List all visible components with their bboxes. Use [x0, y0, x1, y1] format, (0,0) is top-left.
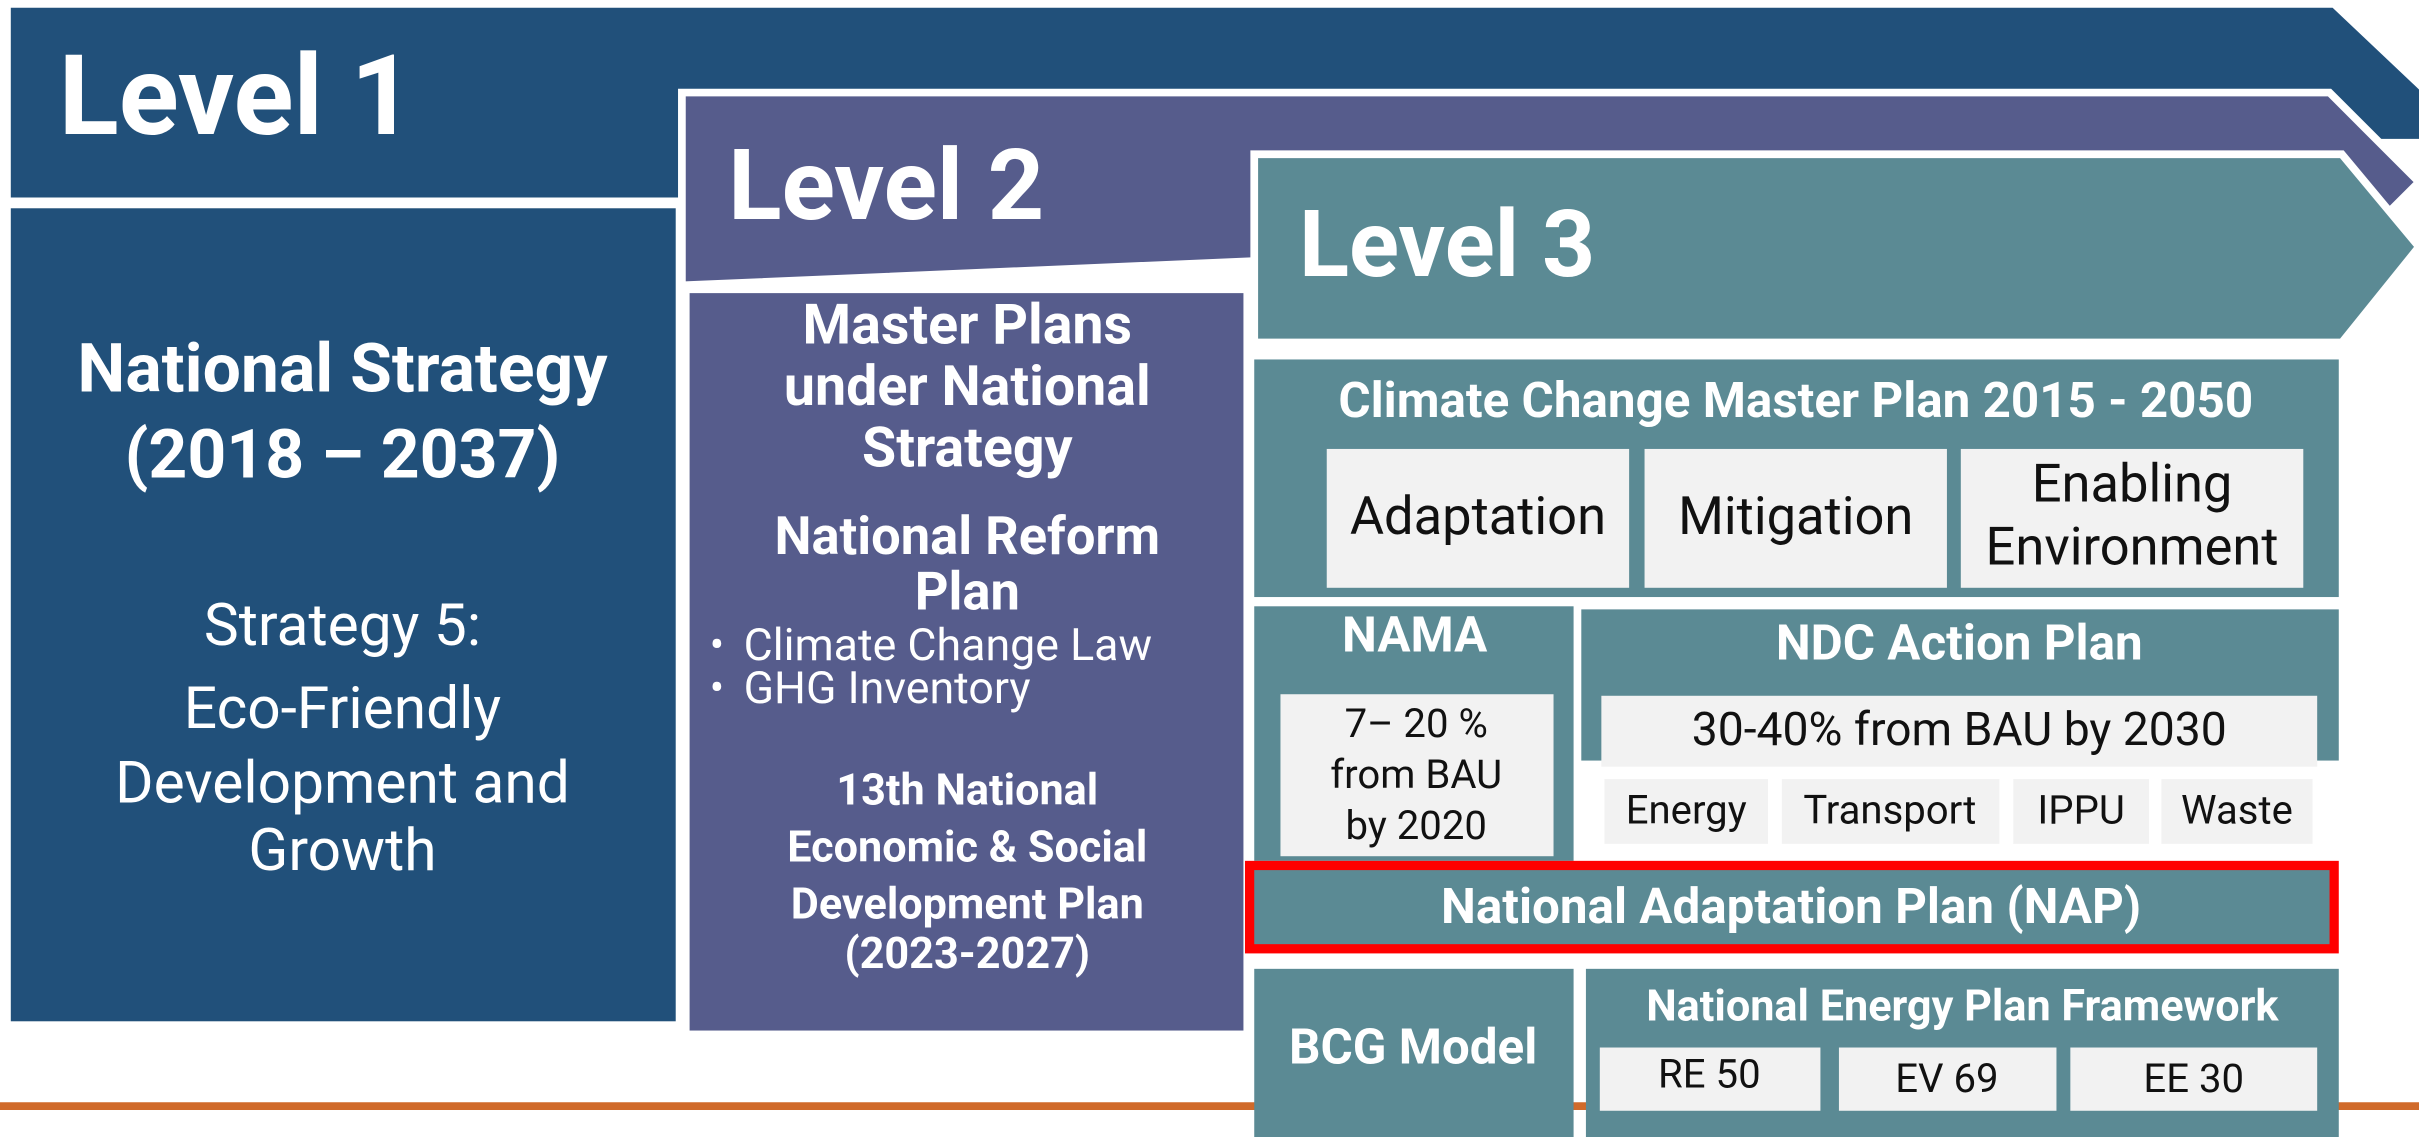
nama-title: NAMA	[1342, 607, 1488, 665]
sector: Energy	[1626, 787, 1747, 834]
nep-item: EV 69	[1895, 1055, 1998, 1102]
nap-box	[1244, 860, 2339, 954]
nep-item: RE 50	[1658, 1050, 1761, 1097]
ndc-title: NDC Action Plan	[1776, 614, 2143, 672]
sector: Transport	[1803, 787, 1976, 834]
ccmp-item: Mitigation	[1678, 485, 1913, 547]
nap-title: National Adaptation Plan (NAP)	[1441, 878, 2141, 936]
level1-label: Level 1	[59, 32, 415, 162]
level3-label: Level 3	[1299, 190, 1595, 299]
level2-label: Level 2	[728, 128, 1044, 244]
enabling-line: Enabling	[2032, 452, 2233, 514]
nesdp-line: (2023-2027)	[845, 928, 1091, 979]
sector-box	[1781, 779, 2000, 844]
nama-target-line: by 2020	[1346, 802, 1487, 849]
level1-column	[10, 208, 676, 1022]
ndc-target-box	[1601, 695, 2318, 767]
nesdp-line: 13th National	[836, 764, 1098, 815]
ccmp-title: Climate Change Master Plan 2015 - 2050	[1338, 372, 2253, 430]
bcg-title: BCG Model	[1289, 1019, 1537, 1077]
sector-box	[1604, 779, 1768, 844]
bullet-text: Climate Change Law	[744, 619, 1153, 671]
enabling-line: Environment	[1986, 516, 2279, 578]
reform-line: Plan	[915, 560, 1020, 622]
nesdp-line: Development Plan	[791, 879, 1144, 930]
bullet-text: GHG Inventory	[744, 662, 1031, 714]
nep-title: National Energy Plan Framework	[1646, 980, 2279, 1031]
strategy-line: Strategy 5:	[204, 592, 481, 660]
mitigation-box	[1644, 448, 1947, 588]
nama-target-box	[1280, 694, 1554, 857]
master-line: Strategy	[862, 415, 1073, 481]
bcg-box	[1254, 968, 1574, 1137]
bullet-dot: •	[710, 619, 725, 670]
sector: Waste	[2181, 787, 2293, 834]
nep-item-box	[1838, 1047, 2057, 1111]
ccmp-item: Adaptation	[1350, 485, 1606, 547]
nep-item-box	[1599, 1047, 1821, 1111]
level2-column	[689, 293, 1244, 1031]
bullet-dot: •	[710, 663, 725, 714]
level3-banner	[1250, 150, 2419, 347]
title-line: National Strategy	[77, 328, 608, 408]
nep-item-box	[2070, 1047, 2318, 1111]
sector-box	[2161, 779, 2313, 844]
master-line: under National	[784, 353, 1151, 419]
reform-line: National Reform	[775, 505, 1161, 567]
nama-target-line: 7– 20 %	[1345, 700, 1488, 747]
sector-box	[2013, 779, 2150, 844]
strategy-line: Eco-Friendly	[184, 675, 502, 743]
ndc-target: 30-40% from BAU by 2030	[1692, 703, 2227, 757]
nama-target-line: from BAU	[1330, 751, 1502, 798]
sector: IPPU	[2037, 787, 2125, 834]
adaptation-box	[1326, 448, 1630, 588]
strategy-line: Growth	[248, 817, 436, 885]
nep-item: EE 30	[2143, 1055, 2244, 1102]
nesdp-line: Economic & Social	[787, 821, 1147, 872]
enabling-box	[1960, 448, 2304, 588]
strategy-line: Development and	[115, 749, 570, 817]
master-line: Master Plans	[803, 291, 1133, 357]
title-line: (2018 – 2037)	[125, 415, 561, 495]
